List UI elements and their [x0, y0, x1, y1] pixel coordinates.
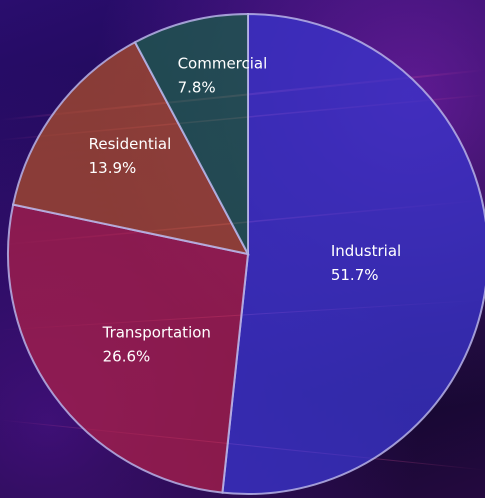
slice-value-transportation: 26.6%	[103, 347, 151, 365]
slice-value-industrial: 51.7%	[331, 266, 379, 284]
slice-label-transportation: Transportation	[102, 323, 211, 341]
pie-labels: Industrial 51.7% Transportation 26.6% Reside…	[89, 54, 402, 365]
slice-label-residential: Residential	[89, 135, 172, 153]
slice-value-residential: 13.9%	[89, 159, 137, 177]
pie-slice-residential	[11, 40, 250, 256]
slice-label-commercial: Commercial	[178, 54, 268, 72]
pie-slices	[7, 12, 485, 495]
slice-value-commercial: 7.8%	[178, 78, 216, 96]
pie-slice-transportation	[7, 203, 250, 494]
pie-slice-commercial	[133, 12, 249, 255]
pie-slice-industrial	[221, 12, 485, 495]
slice-label-industrial: Industrial	[331, 242, 401, 260]
